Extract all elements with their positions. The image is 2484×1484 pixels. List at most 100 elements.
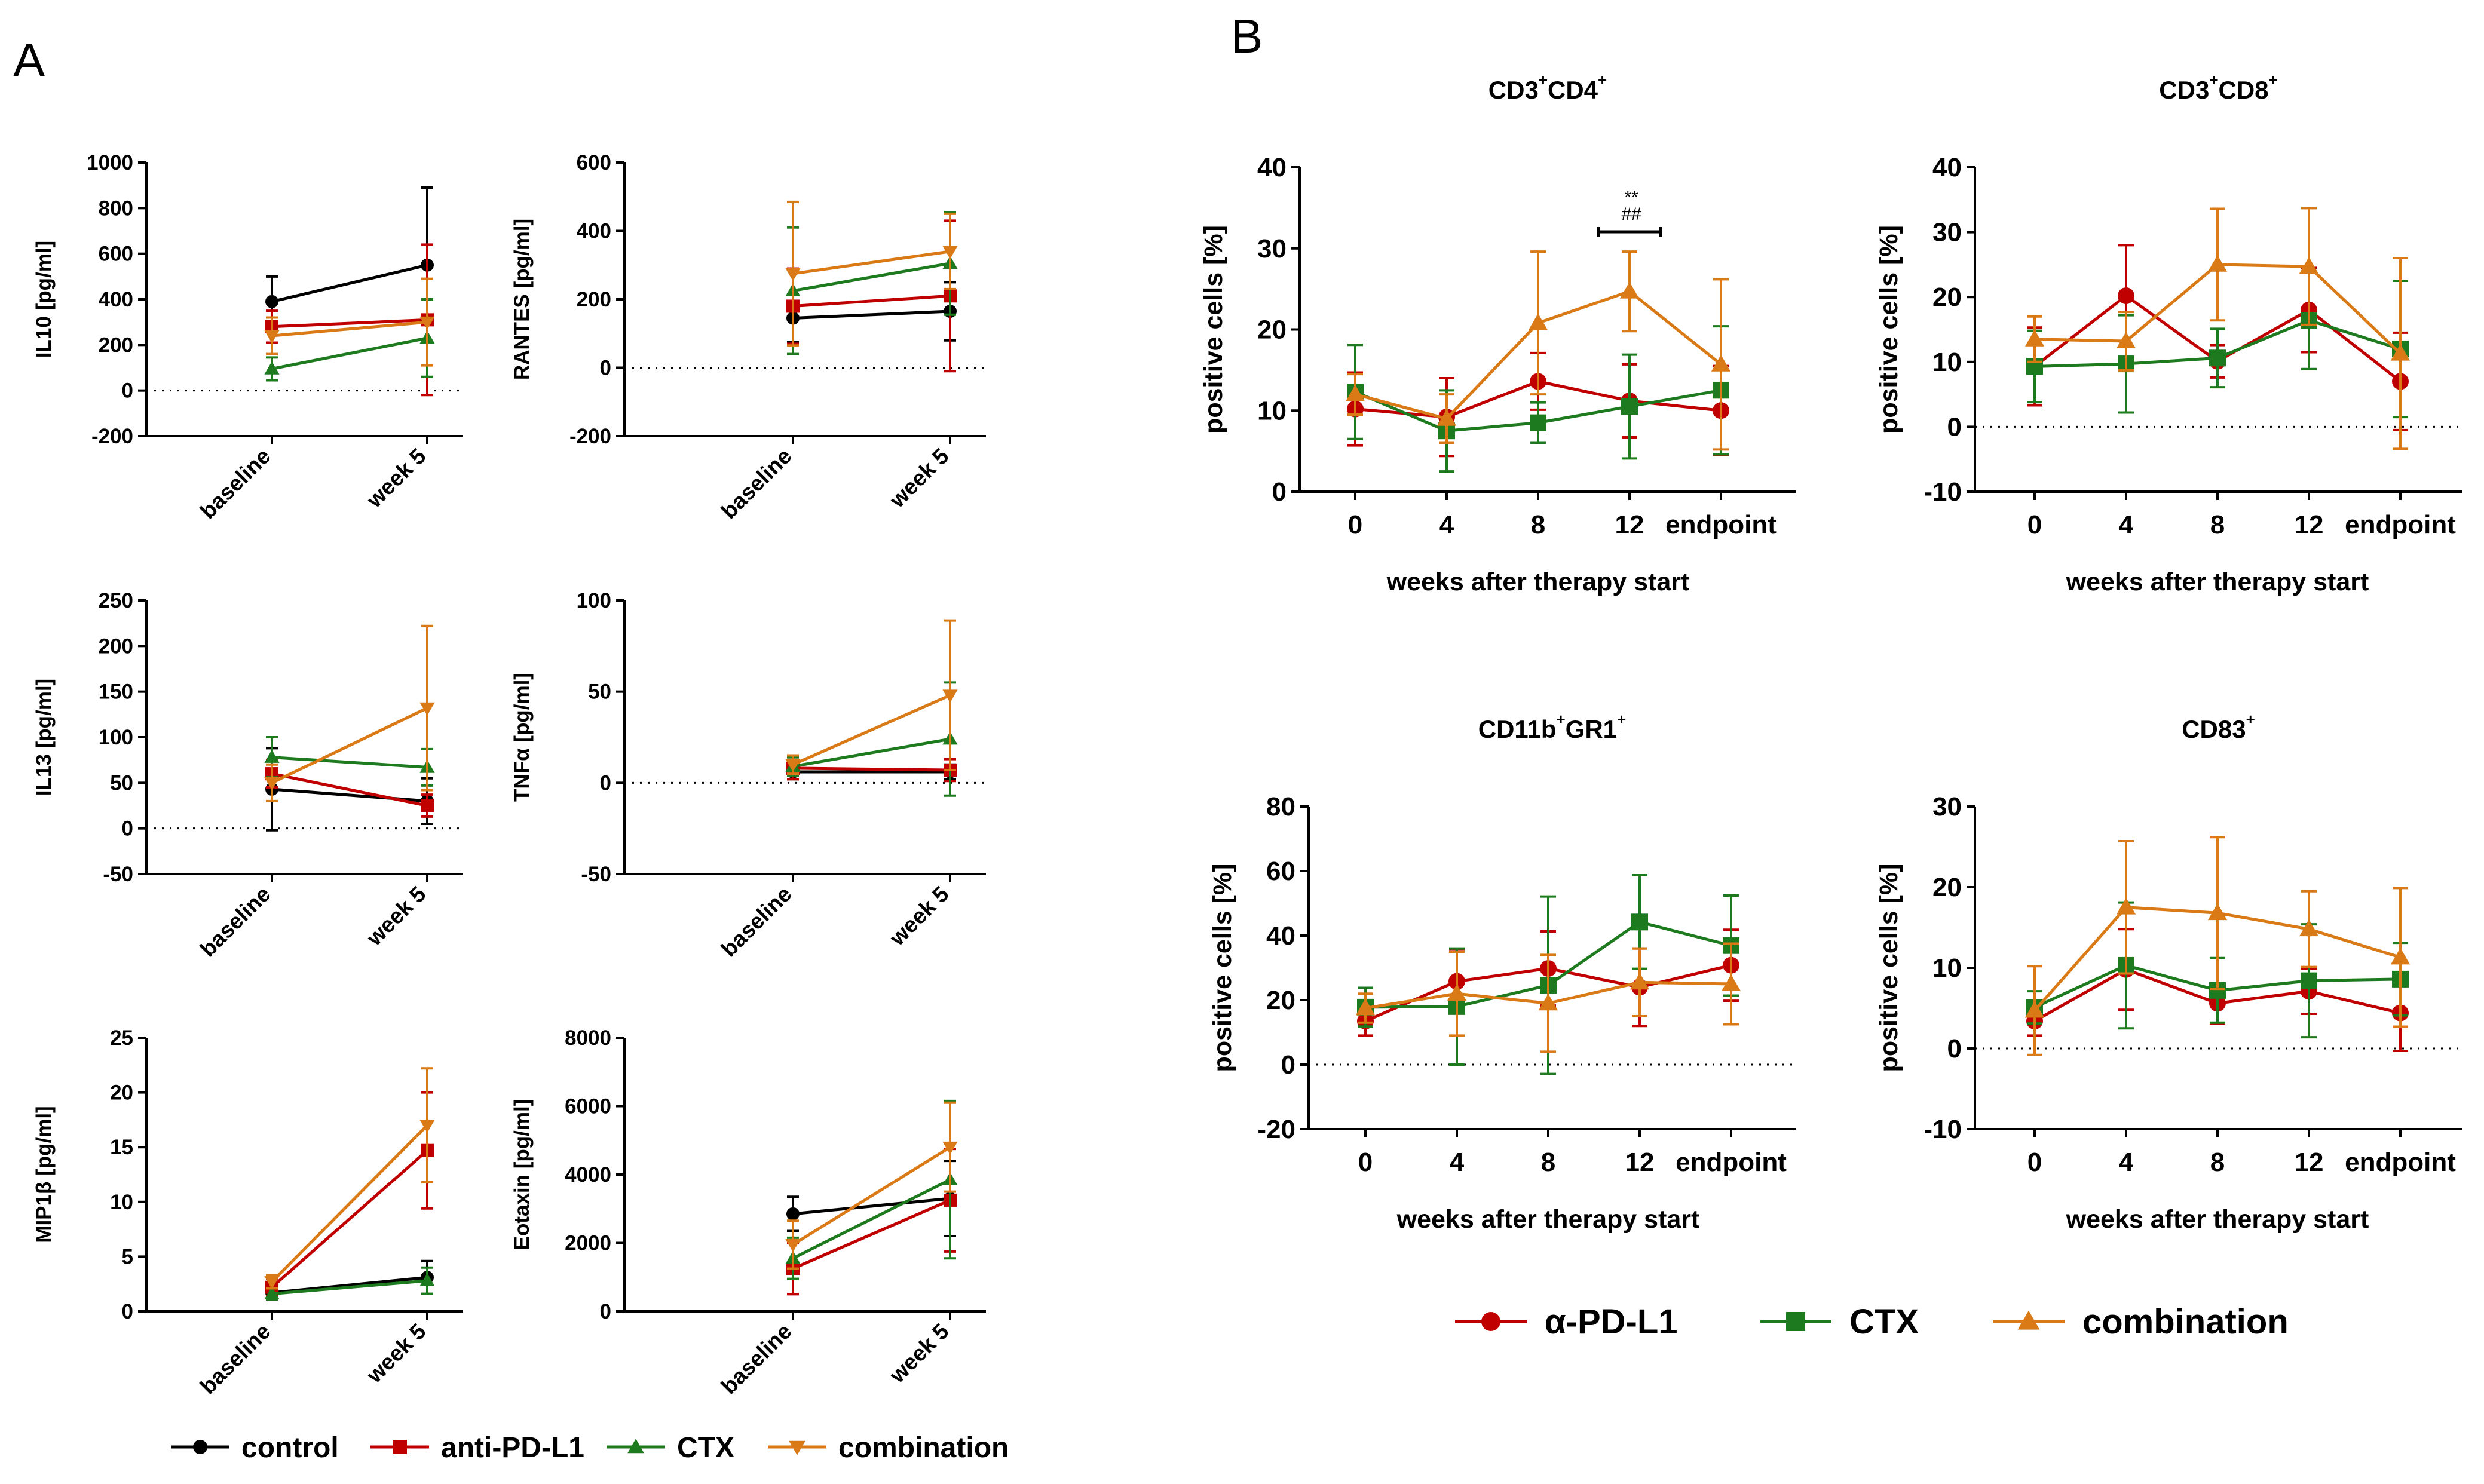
data-point [1447, 984, 1467, 1001]
legend-a-item-comb: combination [768, 1432, 1009, 1464]
x-tick-label: baseline [716, 1319, 797, 1399]
data-point [786, 1207, 800, 1221]
y-tick-label: 0 [1947, 1034, 1962, 1063]
y-tick-label: 40 [1266, 921, 1295, 951]
y-axis-label: TNFα [pg/ml] [510, 673, 534, 802]
series-line [271, 706, 428, 784]
series-comb [264, 277, 435, 367]
x-tick-label: 12 [1625, 1148, 1655, 1177]
chart-title: CD3+CD8+ [2159, 71, 2277, 104]
y-tick-label: 30 [1932, 792, 1962, 821]
x-axis-label: weeks after therapy start [1396, 1205, 1700, 1234]
chart-title: CD83+ [2182, 710, 2255, 743]
y-axis-label: positive cells [%] [1208, 864, 1237, 1072]
legend-b-item-pdl1: α-PD-L1 [1455, 1302, 1678, 1341]
series-comb [264, 1067, 435, 1290]
series-pdl1 [786, 1148, 957, 1296]
y-tick-label: 800 [99, 197, 133, 220]
y-tick-label: 600 [577, 151, 611, 174]
series-line [271, 1124, 428, 1283]
data-point [421, 799, 434, 812]
data-point [419, 1273, 435, 1287]
chart-title: CD11b+GR1+ [1478, 710, 1626, 743]
data-point [2207, 255, 2228, 272]
y-axis-label: Eotaxin [pg/ml] [510, 1099, 534, 1250]
chart-a6: 0 2000 4000 6000 8000 baseline week 5 Eotaxin [… [510, 1026, 986, 1399]
series-line [792, 766, 951, 772]
x-tick-label: 8 [1531, 510, 1545, 539]
series-pdl1 [786, 219, 957, 373]
series-comb [2024, 836, 2411, 1056]
series-comb [1355, 942, 1741, 1053]
y-tick-label: 40 [1932, 153, 1962, 182]
y-tick-label: 0 [1272, 477, 1287, 507]
legend-a-item-ctx: CTX [607, 1432, 734, 1464]
significance-label: ## [1621, 204, 1641, 224]
data-point [942, 246, 958, 259]
data-point [419, 702, 435, 716]
significance-label: ** [1624, 188, 1638, 207]
legend-marker [789, 1440, 805, 1455]
title-superscript: + [1556, 710, 1565, 728]
data-point [1630, 973, 1650, 990]
y-tick-label: 6000 [565, 1095, 611, 1118]
data-point [419, 316, 435, 330]
legends: control anti-PD-L1 CTX combination α-PD-L1 CT… [171, 1302, 2289, 1464]
y-tick-label: -10 [1924, 477, 1962, 507]
series-line [271, 756, 428, 769]
data-point [2390, 344, 2411, 361]
x-tick-label: week 5 [884, 444, 954, 513]
title-part: CD8 [2219, 76, 2269, 104]
legend-label: combination [2082, 1302, 2289, 1341]
data-point [2118, 287, 2134, 305]
data-point [942, 1141, 958, 1155]
series-ctx [785, 1099, 958, 1280]
title-part: CD11b [1478, 715, 1557, 743]
data-point [2301, 972, 2317, 989]
data-point [264, 777, 280, 790]
y-tick-label: 400 [577, 220, 611, 243]
y-tick-label: 40 [1257, 153, 1287, 182]
data-point [2116, 331, 2136, 348]
data-point [1437, 409, 1457, 426]
y-axis-label: positive cells [%] [1199, 225, 1228, 434]
series-comb [1345, 250, 1731, 451]
data-point [1355, 998, 1376, 1016]
data-point [264, 330, 280, 344]
y-tick-label: 0 [1947, 412, 1962, 441]
series-pdl1 [265, 243, 434, 397]
x-tick-label: baseline [195, 1319, 275, 1399]
series-comb [2024, 207, 2411, 450]
legend-label: control [241, 1432, 339, 1464]
y-tick-label: 0 [1281, 1050, 1295, 1080]
y-tick-label: -10 [1924, 1115, 1962, 1144]
title-part: GR1 [1566, 715, 1617, 743]
y-tick-label: 20 [1266, 986, 1295, 1015]
x-tick-label: week 5 [362, 444, 431, 513]
x-axis-label: weeks after therapy start [2066, 568, 2369, 596]
y-tick-label: 150 [99, 680, 133, 704]
y-tick-label: 25 [110, 1026, 133, 1050]
y-tick-label: -50 [103, 863, 133, 886]
data-point [2024, 329, 2045, 347]
series-line [792, 694, 951, 766]
chart-title: CD3+CD4+ [1488, 71, 1607, 104]
series-ctx [785, 211, 958, 355]
y-tick-label: 80 [1266, 792, 1295, 821]
series-line [271, 1149, 428, 1289]
x-tick-label: 8 [1541, 1148, 1555, 1177]
y-axis-label: MIP1β [pg/ml] [32, 1106, 56, 1243]
x-tick-label: baseline [195, 444, 275, 524]
series-line [271, 318, 428, 329]
chart-a3: -50 0 50 100 150 200 250 baseline week 5 IL13 [pg… [32, 589, 463, 961]
y-tick-label: 200 [99, 333, 133, 357]
data-point [1621, 398, 1638, 415]
y-tick-label: -200 [569, 425, 611, 448]
y-tick-label: -50 [581, 863, 611, 886]
series-line [792, 737, 951, 768]
y-tick-label: 100 [99, 726, 133, 749]
data-point [2299, 257, 2319, 274]
x-tick-label: 0 [2027, 1148, 2042, 1177]
data-point [942, 689, 958, 703]
